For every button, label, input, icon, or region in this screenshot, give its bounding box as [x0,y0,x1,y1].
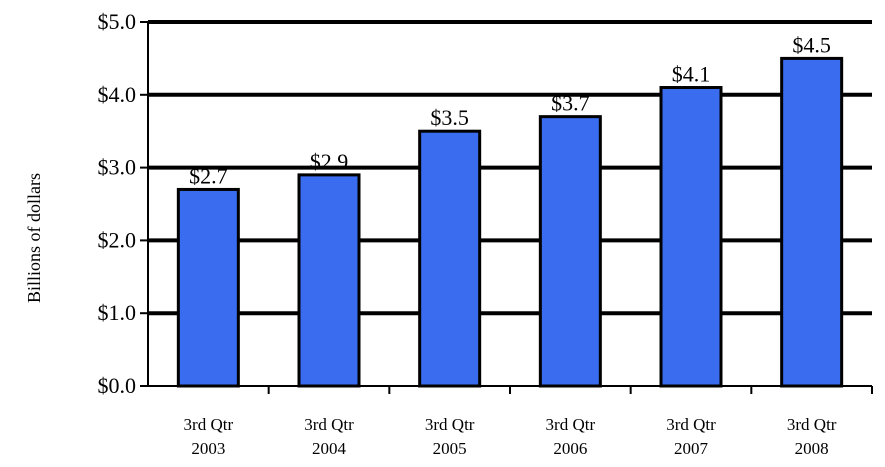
x-tick-label: 2005 [433,439,467,458]
x-tick-label: 2007 [674,439,709,458]
y-axis-title: Billions of dollars [24,173,44,303]
gridlines [140,20,873,394]
x-tick-label: 3rd Qtr [304,415,354,434]
data-label: $2.9 [310,149,349,174]
y-tick-labels: $0.0 $1.0 $2.0 $3.0 $4.0 $5.0 [98,9,137,398]
y-tick-label: $5.0 [98,9,137,34]
x-tick-labels: 3rd Qtr 2003 3rd Qtr 2004 3rd Qtr 2005 3rd Qtr… [184,415,837,458]
y-tick-label: $0.0 [98,373,137,398]
data-label: $4.5 [792,32,831,57]
x-tick-label: 2003 [191,439,225,458]
x-tick-label: 3rd Qtr [425,415,475,434]
data-label: $3.5 [430,105,469,130]
bar [297,173,361,388]
bars [176,56,844,388]
y-tick-label: $1.0 [98,300,137,325]
data-label: $3.7 [551,91,590,116]
x-tick-label: 3rd Qtr [546,415,596,434]
data-label: $4.1 [672,62,711,87]
y-tick-label: $3.0 [98,155,137,180]
x-tick-label: 3rd Qtr [666,415,716,434]
x-tick-label: 2004 [312,439,347,458]
x-tick-label: 3rd Qtr [184,415,234,434]
y-tick-label: $4.0 [98,82,137,107]
data-labels: $2.7 $2.9 $3.5 $3.7 $4.1 $4.5 [189,32,831,188]
axes [147,22,872,387]
x-tick-label: 2006 [553,439,587,458]
bar [418,129,482,388]
bar [659,86,723,388]
y-tick-label: $2.0 [98,227,137,252]
bar [780,56,844,388]
x-tick-label: 2008 [795,439,829,458]
x-tick-label: 3rd Qtr [787,415,837,434]
bar [176,187,240,388]
data-label: $2.7 [189,163,228,188]
bar [538,115,602,388]
